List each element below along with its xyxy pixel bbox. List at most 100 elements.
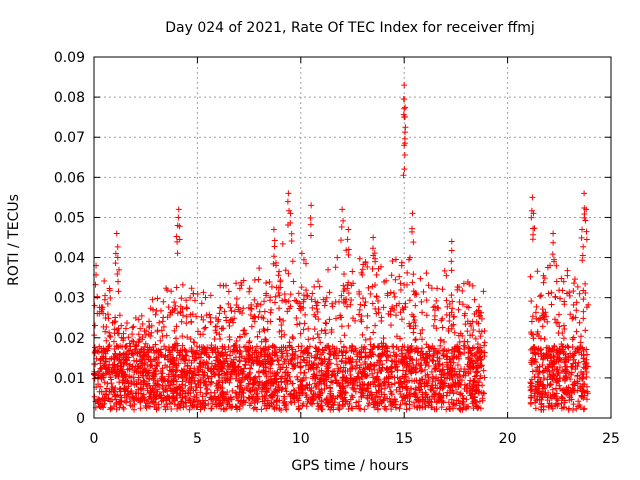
data-point bbox=[178, 398, 185, 405]
data-point bbox=[557, 385, 564, 392]
data-point bbox=[205, 400, 212, 407]
data-point bbox=[157, 337, 164, 344]
data-point bbox=[311, 354, 318, 361]
data-point bbox=[121, 371, 128, 378]
data-point bbox=[111, 355, 118, 362]
data-point bbox=[536, 391, 543, 398]
data-point bbox=[466, 380, 473, 387]
data-point bbox=[393, 312, 400, 319]
data-point bbox=[349, 268, 356, 275]
data-point bbox=[331, 399, 338, 406]
data-point bbox=[325, 266, 332, 273]
data-point bbox=[245, 359, 252, 366]
data-point bbox=[158, 377, 165, 384]
data-point bbox=[173, 323, 180, 330]
data-point bbox=[476, 398, 483, 405]
data-point bbox=[134, 349, 141, 356]
data-point bbox=[208, 395, 215, 402]
data-point bbox=[186, 367, 193, 374]
data-point bbox=[549, 367, 556, 374]
data-point bbox=[583, 236, 590, 243]
data-point bbox=[378, 340, 385, 347]
data-point bbox=[284, 198, 291, 205]
data-point bbox=[208, 405, 215, 412]
data-point bbox=[558, 405, 565, 412]
data-point bbox=[133, 368, 140, 375]
data-point bbox=[229, 403, 236, 410]
data-point bbox=[455, 353, 462, 360]
data-point bbox=[306, 385, 313, 392]
data-point bbox=[414, 345, 421, 352]
data-point bbox=[432, 382, 439, 389]
data-point bbox=[197, 354, 204, 361]
data-point bbox=[336, 389, 343, 396]
data-point bbox=[178, 372, 185, 379]
data-point bbox=[460, 395, 467, 402]
data-point bbox=[255, 381, 262, 388]
data-point bbox=[478, 328, 485, 335]
data-point bbox=[539, 361, 546, 368]
data-point bbox=[529, 368, 536, 375]
data-point bbox=[406, 355, 413, 362]
data-point bbox=[97, 360, 104, 367]
data-point bbox=[103, 391, 110, 398]
data-point bbox=[383, 366, 390, 373]
data-point bbox=[573, 299, 580, 306]
data-point bbox=[418, 383, 425, 390]
data-point bbox=[107, 294, 114, 301]
data-point bbox=[567, 311, 574, 318]
data-point bbox=[527, 387, 534, 394]
data-point bbox=[198, 344, 205, 351]
data-point bbox=[312, 298, 319, 305]
data-point bbox=[273, 402, 280, 409]
data-point bbox=[372, 305, 379, 312]
data-point bbox=[381, 393, 388, 400]
data-point bbox=[561, 388, 568, 395]
data-point bbox=[527, 273, 534, 280]
data-point bbox=[260, 326, 267, 333]
data-point bbox=[556, 323, 563, 330]
data-point bbox=[240, 371, 247, 378]
data-point bbox=[182, 369, 189, 376]
data-point bbox=[103, 385, 110, 392]
data-point bbox=[273, 370, 280, 377]
data-point bbox=[530, 210, 537, 217]
data-point bbox=[569, 343, 576, 350]
data-point bbox=[322, 371, 329, 378]
data-point bbox=[389, 257, 396, 264]
data-point bbox=[295, 343, 302, 350]
data-point bbox=[295, 406, 302, 413]
chart-title: Day 024 of 2021, Rate Of TEC Index for r… bbox=[165, 20, 535, 36]
data-point bbox=[544, 376, 551, 383]
data-point bbox=[570, 334, 577, 341]
data-point bbox=[479, 395, 486, 402]
data-point bbox=[282, 298, 289, 305]
data-point bbox=[303, 403, 310, 410]
data-point bbox=[420, 288, 427, 295]
data-point bbox=[393, 404, 400, 411]
data-point bbox=[121, 397, 128, 404]
data-point bbox=[261, 308, 268, 315]
data-point bbox=[528, 318, 535, 325]
data-point bbox=[212, 401, 219, 408]
data-point bbox=[406, 297, 413, 304]
data-point bbox=[263, 380, 270, 387]
data-point bbox=[401, 96, 408, 103]
data-point bbox=[362, 365, 369, 372]
data-point bbox=[541, 336, 548, 343]
data-point bbox=[312, 391, 319, 398]
data-point bbox=[267, 309, 274, 316]
data-point bbox=[289, 346, 296, 353]
data-point bbox=[574, 372, 581, 379]
data-point bbox=[381, 376, 388, 383]
data-point bbox=[327, 384, 334, 391]
y-tick-label: 0.02 bbox=[54, 331, 85, 347]
data-point bbox=[233, 338, 240, 345]
data-point bbox=[423, 391, 430, 398]
data-point bbox=[178, 295, 185, 302]
data-point bbox=[388, 363, 395, 370]
data-point bbox=[454, 343, 461, 350]
data-point bbox=[407, 254, 414, 261]
data-point bbox=[215, 371, 222, 378]
x-tick-label: 25 bbox=[602, 431, 620, 447]
